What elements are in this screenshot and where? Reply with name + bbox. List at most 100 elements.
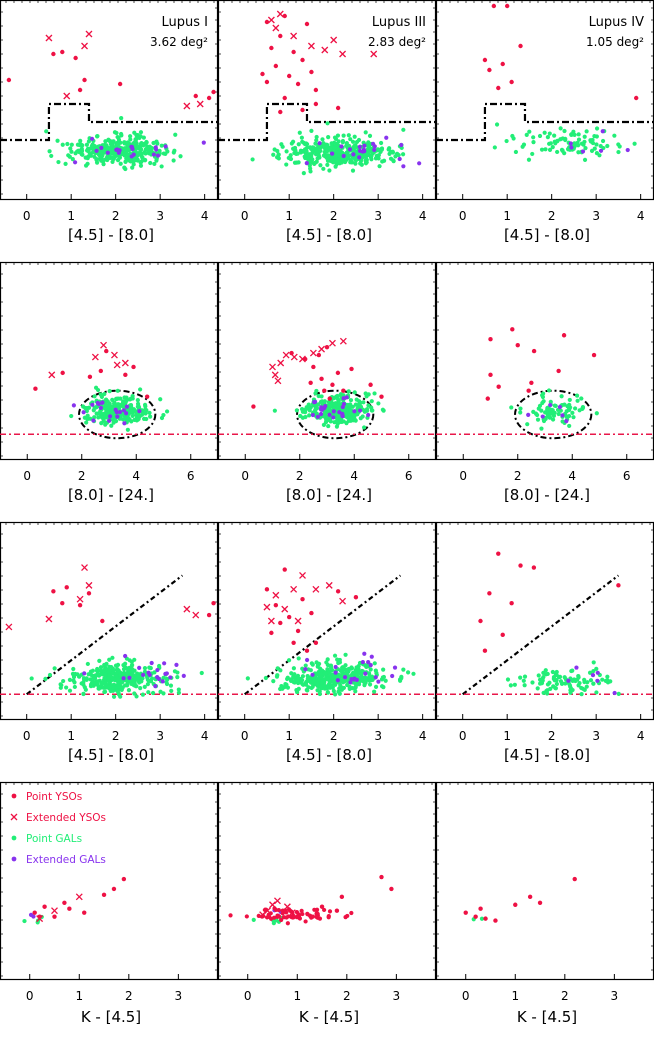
- extended-gal-marker: [557, 404, 563, 410]
- point-gal-marker: [322, 683, 327, 688]
- point-gal-marker: [275, 148, 280, 154]
- point-gal-marker: [102, 391, 107, 397]
- point-yso-marker: [482, 57, 488, 63]
- point-gal-marker: [128, 137, 133, 142]
- point-yso-marker: [51, 589, 56, 594]
- point-gal-marker: [92, 415, 97, 420]
- point-gal-marker: [141, 135, 146, 140]
- point-yso-marker: [273, 602, 279, 608]
- point-gal-marker: [96, 415, 101, 420]
- point-yso-marker: [289, 350, 294, 356]
- extended-yso-marker: [290, 353, 298, 361]
- x-tick-label: 2: [548, 729, 556, 743]
- point-gal-marker: [67, 677, 73, 682]
- point-gal-marker: [379, 147, 384, 152]
- point-yso-marker: [463, 910, 468, 915]
- point-gal-marker: [172, 669, 178, 674]
- point-gal-marker: [583, 145, 588, 151]
- x-tick-label: 1: [75, 989, 83, 1003]
- point-yso-marker: [264, 915, 270, 920]
- point-gal-marker: [115, 388, 120, 393]
- point-yso-marker: [345, 913, 350, 919]
- extended-yso-marker: [370, 50, 378, 58]
- point-gal-marker: [119, 133, 124, 138]
- x-axis-label: K - [4.5]: [299, 1008, 359, 1026]
- point-gal-marker: [301, 171, 306, 176]
- point-gal-marker: [307, 413, 312, 418]
- point-gal-marker: [132, 417, 137, 422]
- point-yso-marker: [121, 876, 127, 882]
- point-gal-marker: [139, 678, 144, 684]
- point-gal-marker: [372, 661, 377, 666]
- point-gal-marker: [559, 681, 565, 686]
- point-gal-marker: [352, 416, 357, 421]
- point-gal-marker: [369, 399, 374, 404]
- point-gal-marker: [359, 162, 364, 167]
- extended-yso-marker: [272, 591, 280, 599]
- extended-gal-marker: [168, 675, 173, 680]
- extended-gal-marker: [117, 409, 123, 415]
- extended-gal-marker: [362, 143, 367, 148]
- point-gal-marker: [600, 138, 606, 144]
- point-gal-marker: [85, 661, 90, 667]
- extended-gal-marker: [201, 140, 206, 145]
- point-gal-marker: [129, 419, 134, 424]
- point-gal-marker: [71, 666, 76, 672]
- point-gal-marker: [61, 678, 66, 684]
- point-gal-marker: [576, 132, 581, 137]
- x-tick-label: 1: [67, 729, 75, 743]
- point-yso-marker: [86, 591, 92, 596]
- point-gal-marker: [548, 141, 553, 146]
- panel-frame: [217, 521, 437, 721]
- point-gal-marker: [271, 152, 276, 157]
- point-gal-marker: [337, 660, 343, 665]
- extended-gal-marker: [574, 665, 579, 670]
- point-gal-marker: [322, 399, 327, 404]
- point-yso-marker: [556, 368, 561, 374]
- panel-frame: [0, 0, 219, 201]
- point-gal-marker: [84, 420, 89, 425]
- point-gal-marker: [562, 675, 567, 680]
- point-yso-marker: [509, 79, 514, 85]
- extended-gal-marker: [580, 149, 586, 154]
- extended-yso-marker: [290, 32, 298, 40]
- x-tick-label: 0: [241, 469, 249, 483]
- point-yso-marker: [304, 648, 310, 653]
- point-yso-marker: [478, 906, 483, 911]
- point-gal-marker: [142, 665, 148, 671]
- legend-label: Point GALs: [26, 833, 82, 845]
- point-gal-marker: [310, 684, 315, 689]
- point-gal-marker: [337, 691, 342, 696]
- extended-gal-marker: [127, 675, 132, 680]
- point-gal-marker: [608, 679, 613, 684]
- point-yso-marker: [291, 915, 296, 920]
- extended-gal-marker: [318, 411, 324, 417]
- point-gal-marker: [95, 387, 101, 393]
- x-axis-label: [8.0] - [24.]: [286, 486, 372, 504]
- point-gal-marker: [161, 412, 166, 418]
- point-gal-marker: [319, 394, 324, 399]
- point-yso-marker: [305, 911, 310, 917]
- point-gal-marker: [337, 151, 343, 156]
- extended-gal-marker: [598, 148, 604, 153]
- point-gal-marker: [570, 410, 575, 416]
- extended-yso-marker: [277, 359, 285, 367]
- point-yso-marker: [311, 364, 316, 370]
- point-gal-marker: [135, 398, 140, 403]
- point-gal-marker: [605, 143, 610, 149]
- point-yso-marker: [42, 904, 47, 909]
- extended-gal-marker: [162, 661, 167, 666]
- point-yso-marker: [284, 915, 289, 920]
- point-gal-marker: [572, 677, 577, 682]
- point-gal-marker: [309, 157, 314, 162]
- point-gal-marker: [383, 678, 388, 683]
- point-gal-marker: [325, 667, 330, 672]
- point-gal-marker: [518, 406, 523, 411]
- point-gal-marker: [558, 126, 563, 131]
- point-gal-marker: [123, 416, 128, 422]
- point-gal-marker: [123, 661, 128, 666]
- legend-label: Extended GALs: [26, 854, 106, 866]
- point-yso-marker: [531, 565, 537, 570]
- point-gal-marker: [303, 414, 308, 420]
- point-gal-marker: [545, 671, 550, 677]
